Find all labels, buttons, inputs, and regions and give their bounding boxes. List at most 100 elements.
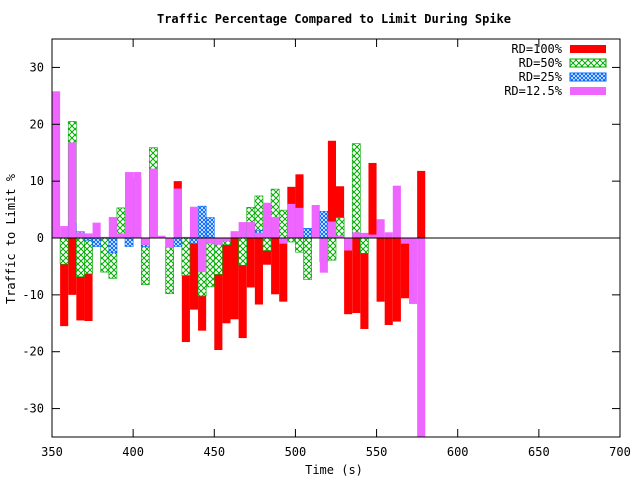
legend-swatch [570,45,606,53]
bar [344,238,353,251]
y-tick-label: -10 [22,288,44,302]
legend-label: RD=50% [519,56,563,70]
bar [279,238,288,302]
bars [52,91,426,437]
bar [222,238,231,324]
bar [287,203,296,238]
y-axis-label: Traffic to Limit % [4,173,18,304]
bar [198,238,207,273]
bar [262,202,272,238]
bar [76,237,85,277]
bar [336,235,345,238]
bar [319,210,329,239]
bar [262,237,272,251]
bar [417,238,426,437]
bar [141,238,150,245]
bar [327,140,336,238]
bar [125,172,134,238]
legend-swatch [570,87,606,95]
bar [400,238,410,244]
bar [392,185,401,238]
bar [360,238,369,329]
bar [327,221,336,238]
bar [319,238,328,273]
bar [271,216,280,238]
bar [108,216,117,238]
bar [133,172,142,238]
bar [417,170,426,238]
bar [173,237,183,247]
bar [76,238,85,321]
x-tick-label: 650 [528,445,550,459]
bar [409,238,418,304]
bar [351,143,361,239]
y-tick-label: 30 [30,60,44,74]
bar [246,238,255,288]
x-tick-label: 350 [41,445,63,459]
x-tick-label: 400 [122,445,144,459]
bar [68,238,77,295]
bar [238,238,247,339]
y-tick-label: 20 [30,117,44,131]
bar [149,168,158,238]
bar [222,238,231,242]
bar [230,238,239,320]
legend-swatch [569,72,607,82]
x-ticks: 350 400 450 500 550 600 650 700 [41,39,631,459]
bar [76,232,85,238]
bar [100,237,110,273]
bar [59,237,69,265]
bar [287,237,296,243]
y-tick-label: 0 [37,231,44,245]
bar [254,238,263,305]
legend-label: RD=100% [511,42,562,56]
bar [206,238,215,244]
bar [368,162,377,238]
bar [205,217,215,239]
bar [230,231,239,238]
bar [376,219,385,238]
bar [368,234,377,238]
series-3 [52,91,426,437]
bar [384,238,393,325]
bar [278,209,288,239]
y-tick-label: -30 [22,402,44,416]
bar [52,91,61,238]
legend-label: RD=12.5% [504,84,563,98]
bar [384,232,393,238]
y-tick-label: 10 [30,174,44,188]
bar [116,233,126,238]
bar [165,238,174,248]
bar [360,232,369,238]
bar [295,174,304,238]
bar [254,232,263,238]
chart-title: Traffic Percentage Compared to Limit Dur… [157,12,511,26]
legend: RD=100%RD=50%RD=25%RD=12.5% [504,42,607,98]
bar [295,207,304,238]
x-tick-label: 600 [447,445,469,459]
bar [84,233,93,238]
y-ticks: -30 -20 -10 0 10 20 30 [22,60,620,416]
bar [295,237,304,253]
legend-swatch [569,58,607,68]
x-tick-label: 550 [366,445,388,459]
bar [60,226,69,238]
bar [238,222,247,238]
bar [360,237,369,254]
bar [197,205,207,239]
bar [173,188,182,238]
bar [214,238,223,351]
bar [68,142,77,238]
bar [303,237,312,280]
bar [327,237,337,261]
bar [400,238,410,299]
bar [311,205,320,238]
bar [238,237,248,266]
bar [84,238,93,322]
x-tick-label: 700 [609,445,631,459]
bar [181,236,190,238]
bar [189,238,199,310]
bar [303,228,312,239]
bar [92,222,101,238]
bar [279,238,288,244]
